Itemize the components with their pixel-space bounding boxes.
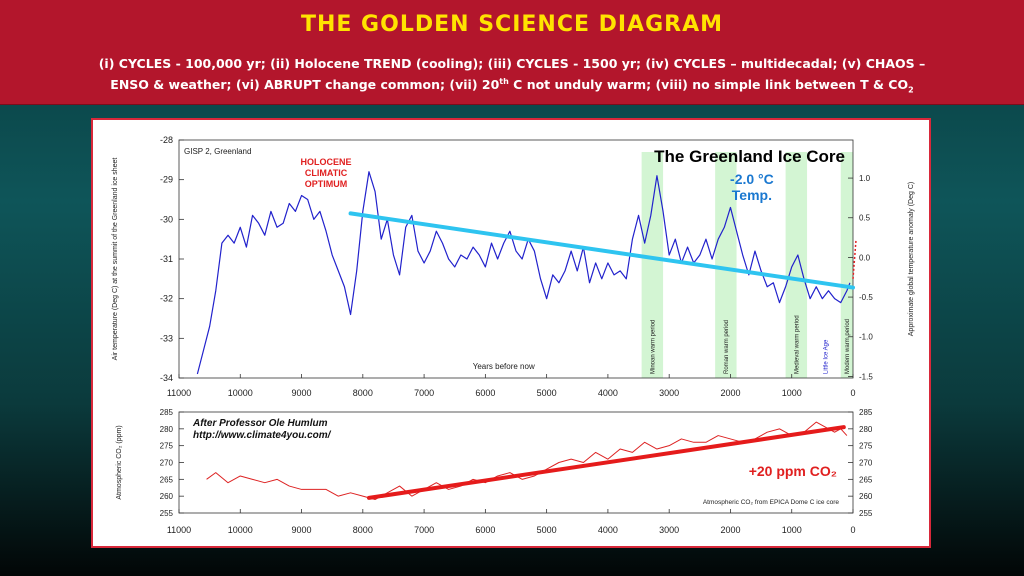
co2-change-annotation: +20 ppm CO₂ bbox=[749, 463, 837, 479]
warm-period-band-4 bbox=[840, 152, 853, 378]
co2-right-y-tick-label: 260 bbox=[859, 492, 873, 501]
warm-period-band-1 bbox=[641, 152, 664, 378]
temp-x-tick-label: 4000 bbox=[598, 388, 618, 398]
co2-right-y-tick-label: 265 bbox=[859, 475, 873, 484]
temperature-series-line bbox=[196, 171, 851, 375]
temp-y-tick-label: -29 bbox=[160, 175, 173, 185]
author-credit: After Professor Ole Humlum bbox=[192, 418, 328, 429]
warm-period-label-1: Minoan warm period bbox=[650, 320, 656, 374]
co2-x-tick-label: 1000 bbox=[782, 525, 802, 535]
temp-x-tick-label: 6000 bbox=[475, 388, 495, 398]
temp-y-tick-label: -30 bbox=[160, 214, 173, 224]
source-label: GISP 2, Greenland bbox=[184, 147, 251, 156]
cooling-trend-line bbox=[348, 211, 855, 290]
temp-y-tick-label: -31 bbox=[160, 254, 173, 264]
title-banner: THE GOLDEN SCIENCE DIAGRAM (i) CYCLES - … bbox=[0, 0, 1024, 105]
temp-y-tick-label: -28 bbox=[160, 135, 173, 145]
charts-svg: Minoan warm period Roman warm period Medie… bbox=[112, 135, 915, 535]
temp-x-tick-label: 9000 bbox=[292, 388, 312, 398]
temp-y-axis-label: Air temperature (Deg C) at the summit of… bbox=[112, 158, 119, 361]
holocene-label-line-3: OPTIMUM bbox=[305, 179, 348, 189]
co2-right-y-tick-label: 275 bbox=[859, 442, 873, 451]
co2-x-tick-label: 9000 bbox=[292, 525, 312, 535]
co2-x-tick-label: 2000 bbox=[720, 525, 740, 535]
figure-panel: Minoan warm period Roman warm period Medie… bbox=[91, 118, 931, 548]
co2-source-note: Atmospheric CO₂ from EPICA Dome C ice co… bbox=[703, 499, 840, 506]
temp-x-tick-label: 8000 bbox=[353, 388, 373, 398]
temp-x-tick-label: 3000 bbox=[659, 388, 679, 398]
co2-x-tick-label: 10000 bbox=[228, 525, 253, 535]
holocene-label-line-1: HOLOCENE bbox=[301, 157, 352, 167]
little-ice-age-label: Little Ice Age bbox=[823, 339, 829, 374]
co2-x-tick-label: 5000 bbox=[537, 525, 557, 535]
temp-x-tick-label: 10000 bbox=[228, 388, 253, 398]
co2-x-tick-label: 4000 bbox=[598, 525, 618, 535]
greenland-title: The Greenland Ice Core bbox=[654, 147, 845, 166]
banner-subtitle-line2: ENSO & weather; (vi) ABRUPT change commo… bbox=[0, 77, 1024, 95]
temp-x-tick-label: 5000 bbox=[537, 388, 557, 398]
co2-right-y-tick-label: 280 bbox=[859, 425, 873, 434]
co2-y-axis-label: Atmospheric CO₂ (ppm) bbox=[116, 425, 123, 499]
temp-right-y-tick-label: 0.5 bbox=[859, 214, 871, 223]
temp-right-y-tick-label: 0.0 bbox=[859, 253, 871, 262]
co2-y-tick-label: 270 bbox=[160, 459, 174, 468]
temp-right-y-tick-label: 1.0 bbox=[859, 174, 871, 183]
subtitle-line2-start: ENSO & weather; (vi) ABRUPT change commo… bbox=[110, 77, 500, 93]
co2-y-tick-label: 260 bbox=[160, 492, 174, 501]
co2-x-tick-label: 11000 bbox=[167, 525, 191, 535]
co2-y-tick-label: 255 bbox=[160, 509, 174, 518]
temp-x-tick-label: 0 bbox=[850, 388, 855, 398]
temp-y-tick-label: -32 bbox=[160, 294, 173, 304]
co2-right-y-tick-label: 285 bbox=[859, 408, 873, 417]
temp-x-tick-label: 11000 bbox=[167, 388, 191, 398]
co2-y-tick-label: 285 bbox=[160, 408, 174, 417]
modern-warming-line bbox=[852, 239, 857, 279]
warm-period-label-2: Roman warm period bbox=[724, 320, 730, 374]
co2-x-tick-label: 6000 bbox=[475, 525, 495, 535]
co2-y-tick-label: 265 bbox=[160, 475, 174, 484]
temp-right-y-tick-label: -0.5 bbox=[859, 293, 873, 302]
temp-x-axis-label: Years before now bbox=[473, 362, 535, 371]
temp-x-tick-label: 2000 bbox=[720, 388, 740, 398]
co2-y-tick-label: 275 bbox=[160, 442, 174, 451]
temp-x-tick-label: 1000 bbox=[782, 388, 802, 398]
banner-title: THE GOLDEN SCIENCE DIAGRAM bbox=[300, 12, 724, 37]
co2-right-y-tick-label: 255 bbox=[859, 509, 873, 518]
temp-x-tick-label: 7000 bbox=[414, 388, 434, 398]
temp-right-y-tick-label: -1.5 bbox=[859, 372, 873, 381]
temp-y-tick-label: -33 bbox=[160, 333, 173, 343]
temp-right-y-tick-label: -1.0 bbox=[859, 333, 873, 342]
subtitle-line2-superscript: th bbox=[499, 77, 509, 86]
co2-x-tick-label: 8000 bbox=[353, 525, 373, 535]
warm-period-band-3 bbox=[785, 152, 808, 378]
subtitle-line2-middle: C not unduly warm; (viii) no simple link… bbox=[508, 77, 909, 93]
temp-change-label: Temp. bbox=[732, 187, 772, 203]
warm-period-label-4: Modern warm period bbox=[845, 319, 851, 374]
source-url: http://www.climate4you.com/ bbox=[193, 430, 332, 441]
co2-right-y-tick-label: 270 bbox=[859, 459, 873, 468]
temp-right-y-axis-label: Approximate global temperature anomaly (… bbox=[908, 182, 915, 336]
temp-y-tick-label: -34 bbox=[160, 373, 173, 383]
subtitle-line2-subscript: 2 bbox=[908, 85, 914, 95]
temp-change-annotation: -2.0 °C bbox=[730, 171, 774, 187]
co2-trend-line bbox=[366, 425, 846, 500]
banner-subtitle-line1: (i) CYCLES - 100,000 yr; (ii) Holocene T… bbox=[98, 56, 926, 71]
holocene-label-line-2: CLIMATIC bbox=[305, 168, 348, 178]
co2-x-tick-label: 3000 bbox=[659, 525, 679, 535]
co2-y-tick-label: 280 bbox=[160, 425, 174, 434]
co2-x-tick-label: 0 bbox=[850, 525, 855, 535]
co2-x-tick-label: 7000 bbox=[414, 525, 434, 535]
warm-period-label-3: Medieval warm period bbox=[794, 315, 800, 374]
